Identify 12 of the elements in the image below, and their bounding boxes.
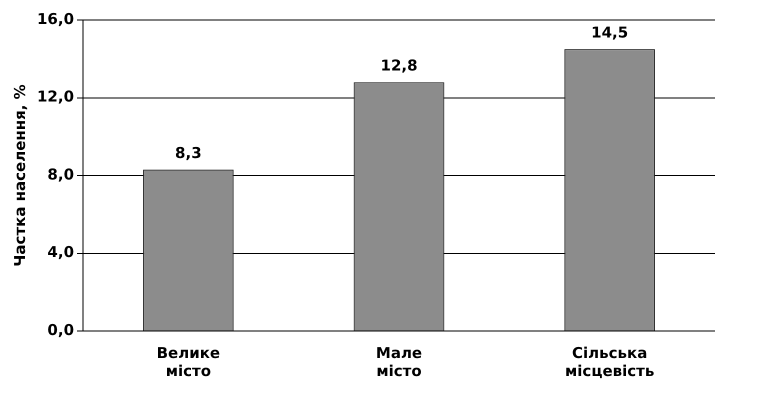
x-tick-label: Мале місто bbox=[376, 344, 422, 380]
data-label: 12,8 bbox=[380, 56, 418, 75]
y-tick-label: 0,0 bbox=[47, 320, 74, 339]
x-tick-label: Велике місто bbox=[156, 344, 220, 380]
y-axis-title: Частка населення, % bbox=[10, 84, 29, 267]
y-tick-label: 8,0 bbox=[47, 165, 74, 184]
data-label: 14,5 bbox=[591, 24, 628, 42]
y-tick-label: 12,0 bbox=[36, 88, 74, 106]
data-label: 8,3 bbox=[175, 144, 202, 162]
y-tick-label: 4,0 bbox=[47, 243, 74, 262]
y-tick-label: 16,0 bbox=[36, 10, 74, 28]
x-tick-label: Сільська місцевість bbox=[565, 344, 654, 380]
